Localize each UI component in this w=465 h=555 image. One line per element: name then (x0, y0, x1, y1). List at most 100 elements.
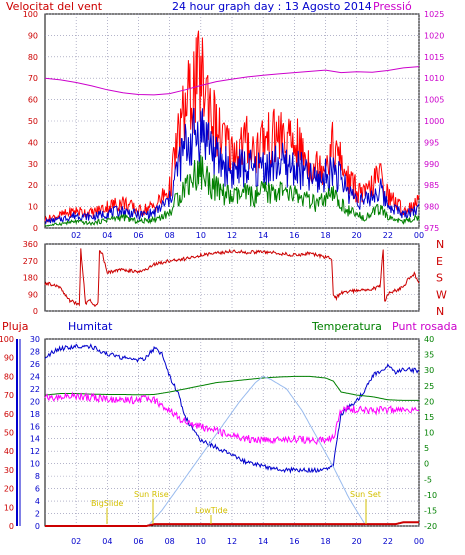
rain-y-tick-label: 80 (4, 372, 14, 381)
wind-x-tick-label: 06 (133, 231, 143, 240)
wind-y-tick-label: 30 (28, 160, 38, 169)
series-humidity (44, 343, 420, 474)
humidity-y-tick-label: 18 (30, 410, 40, 419)
chart-main-title: 24 hour graph day : 13 Agosto 2014 (172, 0, 372, 13)
grid-layer (45, 13, 420, 527)
wind-y-tick-label: 100 (23, 10, 38, 19)
series-temperature (44, 375, 419, 401)
humidity-y-tick-label: 6 (35, 485, 40, 494)
direction-y-tick-label: 180 (23, 274, 38, 283)
wind-y-tick-label: 20 (28, 181, 38, 190)
temperature-y-tick-label: 35 (424, 351, 434, 360)
series-gust (44, 30, 420, 223)
climate-x-tick-label: 04 (102, 537, 112, 546)
wind-x-tick-label: 08 (165, 231, 175, 240)
humidity-y-tick-label: 30 (30, 335, 40, 344)
pressure-y-tick-label: 1025 (424, 10, 444, 19)
dew-point-axis-title: Punt rosada (392, 320, 457, 333)
humidity-axis-title: Humitat (68, 320, 113, 333)
pressure-y-tick-label: 995 (424, 138, 439, 147)
temperature-y-tick-label: 10 (424, 429, 434, 438)
wind-x-tick-label: 04 (102, 231, 112, 240)
humidity-y-tick-label: 8 (35, 472, 40, 481)
pressure-y-tick-label: 1000 (424, 117, 444, 126)
pressure-y-tick-label: 980 (424, 203, 439, 212)
wind-y-tick-label: 90 (28, 31, 38, 40)
temperature-axis-title: Temperatura (311, 320, 382, 333)
climate-x-tick-label: 06 (133, 537, 143, 546)
climate-x-tick-label: 14 (258, 537, 268, 546)
rain-y-tick-label: 90 (4, 354, 14, 363)
direction-y-tick-label: 90 (28, 290, 38, 299)
wind-y-tick-label: 50 (28, 117, 38, 126)
humidity-y-tick-label: 2 (35, 510, 40, 519)
climate-x-tick-label: 22 (383, 537, 393, 546)
wind-y-tick-label: 10 (28, 203, 38, 212)
climate-x-tick-label: 20 (352, 537, 362, 546)
wind-y-tick-label: 40 (28, 138, 38, 147)
climate-x-tick-label: 00 (414, 537, 424, 546)
temperature-y-tick-label: 0 (424, 460, 429, 469)
rain-y-tick-label: 20 (4, 485, 14, 494)
rain-y-tick-label: 100 (0, 335, 14, 344)
temperature-y-tick-label: -10 (424, 491, 437, 500)
wind-y-tick-label: 70 (28, 74, 38, 83)
wind-x-tick-label: 18 (320, 231, 330, 240)
humidity-y-tick-label: 16 (30, 422, 40, 431)
climate-x-tick-label: 10 (196, 537, 206, 546)
pressure-y-tick-label: 985 (424, 181, 439, 190)
compass-label: N (436, 305, 444, 318)
temperature-y-tick-label: -15 (424, 506, 437, 515)
humidity-y-tick-label: 28 (30, 347, 40, 356)
temperature-y-tick-label: 20 (424, 397, 434, 406)
series-layer (44, 30, 420, 527)
rain-y-tick-label: 50 (4, 429, 14, 438)
humidity-y-tick-label: 22 (30, 385, 40, 394)
climate-x-tick-label: 18 (320, 537, 330, 546)
rain-y-tick-label: 70 (4, 391, 14, 400)
wind-y-tick-label: 0 (33, 224, 38, 233)
temperature-y-tick-label: 25 (424, 382, 434, 391)
rain-y-tick-label: 60 (4, 410, 14, 419)
pressure-y-tick-label: 975 (424, 224, 439, 233)
temperature-y-tick-label: 40 (424, 335, 434, 344)
wind-x-tick-label: 22 (383, 231, 393, 240)
series-direction (44, 248, 420, 307)
pressure-y-tick-label: 1015 (424, 53, 444, 62)
series-dew_point (44, 391, 420, 446)
pressure-y-tick-label: 1020 (424, 31, 444, 40)
rain-y-tick-label: 30 (4, 466, 14, 475)
humidity-y-tick-label: 26 (30, 360, 40, 369)
series-average (45, 107, 420, 224)
wind-x-tick-label: 14 (258, 231, 268, 240)
temperature-y-tick-label: 5 (424, 444, 429, 453)
series-min_speed (44, 155, 420, 227)
pressure-y-tick-label: 990 (424, 160, 439, 169)
climate-x-tick-label: 16 (289, 537, 299, 546)
temperature-y-tick-label: -5 (424, 475, 432, 484)
humidity-y-tick-label: 4 (35, 497, 40, 506)
wind-y-tick-label: 80 (28, 53, 38, 62)
wind-x-tick-label: 20 (352, 231, 362, 240)
climate-x-tick-label: 02 (71, 537, 81, 546)
temperature-y-tick-label: -20 (424, 522, 437, 531)
humidity-y-tick-label: 0 (35, 522, 40, 531)
series-rain (45, 521, 419, 527)
annotation-layer: BigSlide Sun Rise LowTide Sun Set (91, 490, 381, 524)
compass-label: E (436, 255, 443, 268)
temperature-y-tick-label: 15 (424, 413, 434, 422)
wind-speed-axis-title: Velocitat del vent (6, 0, 103, 13)
wind-x-tick-label: 02 (71, 231, 81, 240)
direction-y-tick-label: 0 (33, 307, 38, 316)
rain-axis-title: Pluja (2, 320, 28, 333)
humidity-y-tick-label: 10 (30, 460, 40, 469)
series-pressure (44, 66, 420, 96)
humidity-y-tick-label: 14 (30, 435, 40, 444)
compass-label: N (436, 238, 444, 251)
wind-x-tick-label: 12 (227, 231, 237, 240)
rain-y-tick-label: 40 (4, 447, 14, 456)
direction-y-tick-label: 270 (23, 257, 38, 266)
temperature-y-tick-label: 30 (424, 366, 434, 375)
wind-x-tick-label: 10 (196, 231, 206, 240)
